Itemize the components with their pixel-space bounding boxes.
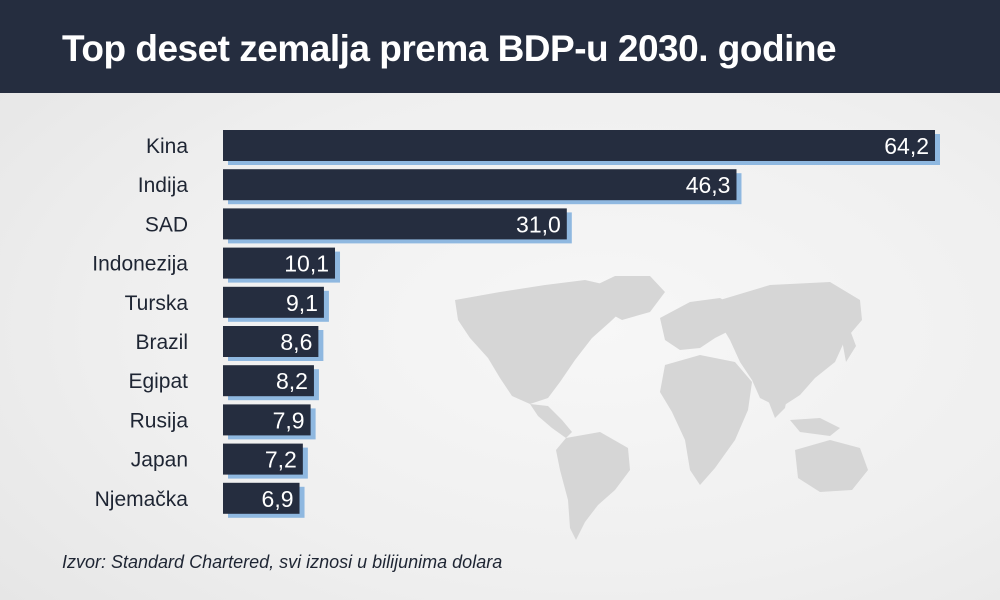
world-map-icon — [455, 276, 868, 540]
category-label: SAD — [145, 213, 188, 236]
bar — [223, 326, 319, 357]
value-label: 8,6 — [280, 329, 312, 355]
bar — [223, 482, 300, 514]
bar — [223, 365, 314, 397]
category-label: Kina — [146, 135, 188, 158]
category-label: Indija — [138, 174, 189, 197]
value-label: 64,2 — [884, 133, 929, 159]
value-label: 10,1 — [284, 251, 329, 277]
bar — [223, 404, 311, 436]
bar — [223, 208, 567, 240]
category-label: Japan — [131, 449, 188, 472]
category-label: Rusija — [130, 409, 189, 432]
bar — [223, 130, 935, 161]
bar — [223, 443, 303, 475]
value-label: 31,0 — [516, 211, 561, 237]
value-label: 7,9 — [273, 407, 305, 433]
chart-title: Top deset zemalja prema BDP-u 2030. godi… — [62, 28, 837, 69]
value-label: 46,3 — [686, 172, 731, 198]
value-label: 9,1 — [286, 290, 318, 316]
bar — [223, 286, 324, 318]
value-label: 7,2 — [265, 447, 297, 473]
category-label: Njemačka — [95, 488, 189, 511]
value-label: 8,2 — [276, 368, 308, 394]
category-label: Turska — [125, 292, 189, 315]
category-label: Egipat — [128, 370, 188, 393]
bars-group: Kina 64,2 Indija 46,3 SAD 31,0 Indonezija 10,1 T… — [92, 130, 940, 518]
bar — [223, 247, 336, 279]
source-note: Izvor: Standard Chartered, svi iznosi u … — [62, 552, 503, 572]
category-label: Brazil — [135, 331, 188, 354]
title-bar: Top deset zemalja prema BDP-u 2030. godi… — [0, 0, 1000, 93]
bar — [223, 169, 737, 201]
value-label: 6,9 — [262, 486, 294, 512]
category-label: Indonezija — [92, 253, 188, 276]
